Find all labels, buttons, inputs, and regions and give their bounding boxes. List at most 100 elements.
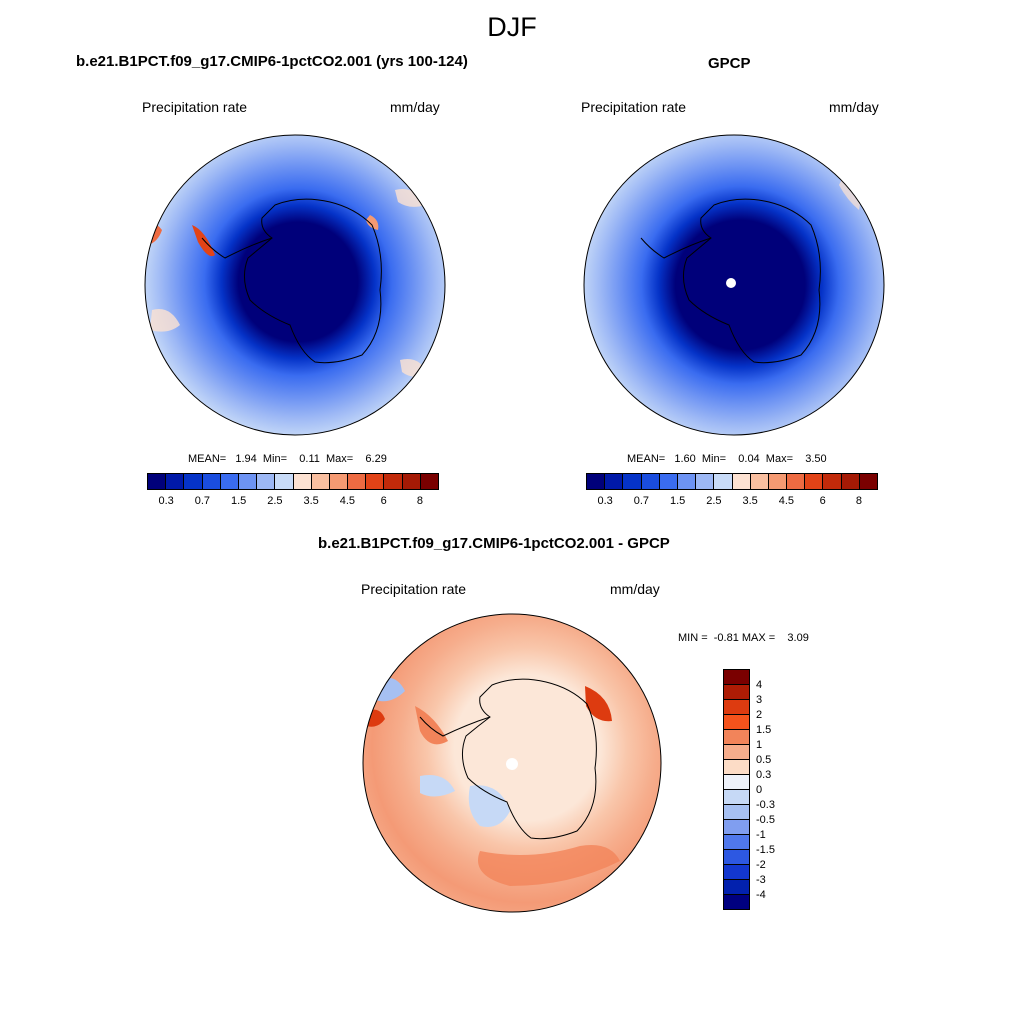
diff-colorbar-tick-label: -4 bbox=[756, 889, 766, 901]
diff-weddell-negative bbox=[468, 785, 510, 827]
diff-colorbar-box bbox=[724, 895, 749, 909]
diff-coastal-maximum bbox=[585, 686, 612, 722]
model-units-label: mm/day bbox=[390, 99, 440, 115]
obs-colorbar-tick-label: 6 bbox=[819, 495, 826, 507]
obs-colorbar-box bbox=[623, 474, 642, 489]
figure-title: DJF bbox=[487, 12, 537, 42]
model-colorbar-tick-label: 8 bbox=[416, 495, 423, 507]
diff-colorbar bbox=[723, 669, 750, 910]
model-colorbar-box bbox=[238, 474, 258, 489]
diff-colorbar-box bbox=[724, 730, 749, 745]
diff-colorbar-box bbox=[724, 805, 749, 820]
obs-colorbar-tick-label: 3.5 bbox=[742, 495, 758, 507]
diff-peninsula-coastline bbox=[419, 716, 491, 737]
model-colorbar-box bbox=[348, 474, 367, 489]
obs-colorbar-tick-label: 8 bbox=[855, 495, 862, 507]
model-colorbar-box bbox=[202, 474, 221, 489]
model-colorbar-box bbox=[329, 474, 349, 489]
diff-colorbar-tick-label: 2 bbox=[756, 709, 763, 721]
obs-colorbar-tick-label: 0.7 bbox=[633, 495, 650, 507]
obs-variable-label: Precipitation rate bbox=[581, 99, 687, 115]
diff-stats: MIN = -0.81 MAX = 3.09 bbox=[678, 632, 809, 644]
diff-colorbar-tick-label: 1.5 bbox=[756, 724, 772, 736]
obs-peninsula-coastline bbox=[640, 237, 712, 259]
diff-colorbar-tick-label: -0.5 bbox=[756, 814, 775, 826]
diff-colorbar-tick-label: 0.5 bbox=[756, 754, 772, 766]
obs-colorbar-box bbox=[805, 474, 824, 489]
obs-colorbar bbox=[586, 473, 878, 490]
diff-colorbar-tick-label: -1.5 bbox=[756, 844, 775, 856]
diff-colorbar-box bbox=[724, 760, 749, 775]
diff-colorbar-tick-label: 3 bbox=[756, 694, 763, 706]
diff-colorbar-box bbox=[724, 700, 749, 715]
model-peninsula-patch bbox=[192, 225, 215, 257]
obs-stats: MEAN= 1.60 Min= 0.04 Max= 3.50 bbox=[627, 453, 827, 465]
model-colorbar-box bbox=[257, 474, 276, 489]
obs-units-label: mm/day bbox=[829, 99, 879, 115]
obs-colorbar-box bbox=[732, 474, 751, 489]
model-colorbar-box bbox=[311, 474, 330, 489]
model-panel-title: b.e21.B1PCT.f09_g17.CMIP6-1pctCO2.001 (y… bbox=[76, 53, 468, 70]
model-precip-field bbox=[145, 135, 445, 435]
model-colorbar-box bbox=[184, 474, 203, 489]
diff-colorbar-box bbox=[724, 685, 749, 700]
obs-colorbar-box bbox=[787, 474, 806, 489]
diff-colorbar-box bbox=[724, 745, 749, 760]
diff-colorbar-box bbox=[724, 715, 749, 730]
model-polar-map bbox=[144, 134, 446, 436]
model-map-border bbox=[144, 134, 446, 436]
diff-antarctica-coastline bbox=[462, 678, 597, 840]
obs-pole-missing-data bbox=[726, 278, 736, 288]
diff-colorbar-tick-label: 0 bbox=[756, 784, 763, 796]
model-colorbar-tick-label: 0.7 bbox=[194, 495, 211, 507]
model-colorbar-box bbox=[148, 474, 167, 489]
diff-colorbar-tick-label: -2 bbox=[756, 859, 766, 871]
diff-polar-map bbox=[362, 613, 662, 913]
model-colorbar-tick-label: 4.5 bbox=[339, 495, 356, 507]
model-colorbar-box bbox=[402, 474, 421, 489]
obs-colorbar-box bbox=[750, 474, 769, 489]
model-antarctica-coastline bbox=[244, 198, 382, 364]
diff-colorbar-tick-label: -3 bbox=[756, 874, 766, 886]
diff-colorbar-box bbox=[724, 670, 749, 685]
diff-colorbar-box bbox=[724, 820, 749, 835]
obs-colorbar-box bbox=[587, 474, 606, 489]
obs-panel-title: GPCP bbox=[708, 55, 751, 72]
obs-antarctica-coastline bbox=[683, 198, 821, 364]
obs-colorbar-box bbox=[823, 474, 842, 489]
model-colorbar-box bbox=[293, 474, 312, 489]
obs-colorbar-box bbox=[659, 474, 678, 489]
obs-map-border bbox=[583, 134, 885, 436]
diff-colorbar-tick-label: 1 bbox=[756, 739, 763, 751]
model-coastal-patch bbox=[366, 215, 379, 230]
diff-colorbar-tick-label: 0.3 bbox=[756, 769, 772, 781]
diff-units-label: mm/day bbox=[610, 581, 660, 597]
model-colorbar-box bbox=[166, 474, 185, 489]
diff-pole-missing-data bbox=[506, 758, 518, 770]
model-colorbar-tick-label: 0.3 bbox=[158, 495, 174, 507]
diff-colorbar-box bbox=[724, 850, 749, 865]
obs-colorbar-box bbox=[641, 474, 660, 489]
model-colorbar-box bbox=[366, 474, 385, 489]
obs-colorbar-box bbox=[859, 474, 877, 489]
model-colorbar-tick-label: 2.5 bbox=[267, 495, 283, 507]
obs-colorbar-box bbox=[841, 474, 860, 489]
diff-colorbar-box bbox=[724, 865, 749, 880]
model-colorbar-box bbox=[384, 474, 403, 489]
obs-colorbar-box bbox=[714, 474, 733, 489]
diff-colorbar-tick-label: -1 bbox=[756, 829, 766, 841]
model-colorbar-box bbox=[420, 474, 438, 489]
obs-colorbar-box bbox=[696, 474, 715, 489]
model-colorbar-tick-label: 1.5 bbox=[230, 495, 247, 507]
obs-colorbar-tick-label: 4.5 bbox=[778, 495, 795, 507]
model-variable-label: Precipitation rate bbox=[142, 99, 248, 115]
model-colorbar-tick-label: 3.5 bbox=[303, 495, 319, 507]
obs-colorbar-box bbox=[677, 474, 697, 489]
diff-colorbar-tick-label: 4 bbox=[756, 679, 763, 691]
diff-colorbar-box bbox=[724, 880, 749, 895]
diff-colorbar-box bbox=[724, 835, 749, 850]
obs-colorbar-box bbox=[605, 474, 624, 489]
obs-colorbar-box bbox=[768, 474, 788, 489]
diff-colorbar-box bbox=[724, 790, 749, 805]
obs-colorbar-tick-label: 1.5 bbox=[669, 495, 686, 507]
